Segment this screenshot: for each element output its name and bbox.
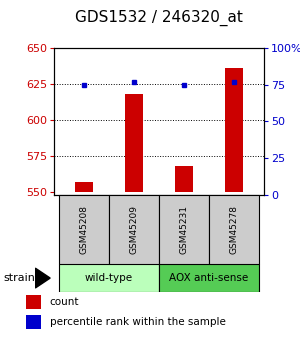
Bar [175, 166, 193, 192]
Bar [109, 195, 159, 264]
Bar [159, 264, 259, 292]
Text: GSM45209: GSM45209 [130, 205, 139, 254]
Bar [159, 195, 209, 264]
Text: GSM45231: GSM45231 [179, 205, 188, 254]
Bar [26, 295, 41, 309]
Bar [26, 315, 41, 329]
Text: GDS1532 / 246320_at: GDS1532 / 246320_at [75, 10, 243, 26]
Bar [125, 94, 143, 192]
Text: GSM45208: GSM45208 [80, 205, 88, 254]
Text: wild-type: wild-type [85, 273, 133, 283]
Polygon shape [35, 268, 50, 288]
Bar [75, 182, 93, 192]
Text: percentile rank within the sample: percentile rank within the sample [50, 317, 225, 327]
Bar [59, 195, 109, 264]
Text: GSM45278: GSM45278 [230, 205, 238, 254]
Bar [209, 195, 259, 264]
Text: count: count [50, 297, 79, 307]
Bar [225, 68, 243, 192]
Text: AOX anti-sense: AOX anti-sense [169, 273, 249, 283]
Bar [59, 264, 159, 292]
Text: strain: strain [3, 273, 35, 283]
